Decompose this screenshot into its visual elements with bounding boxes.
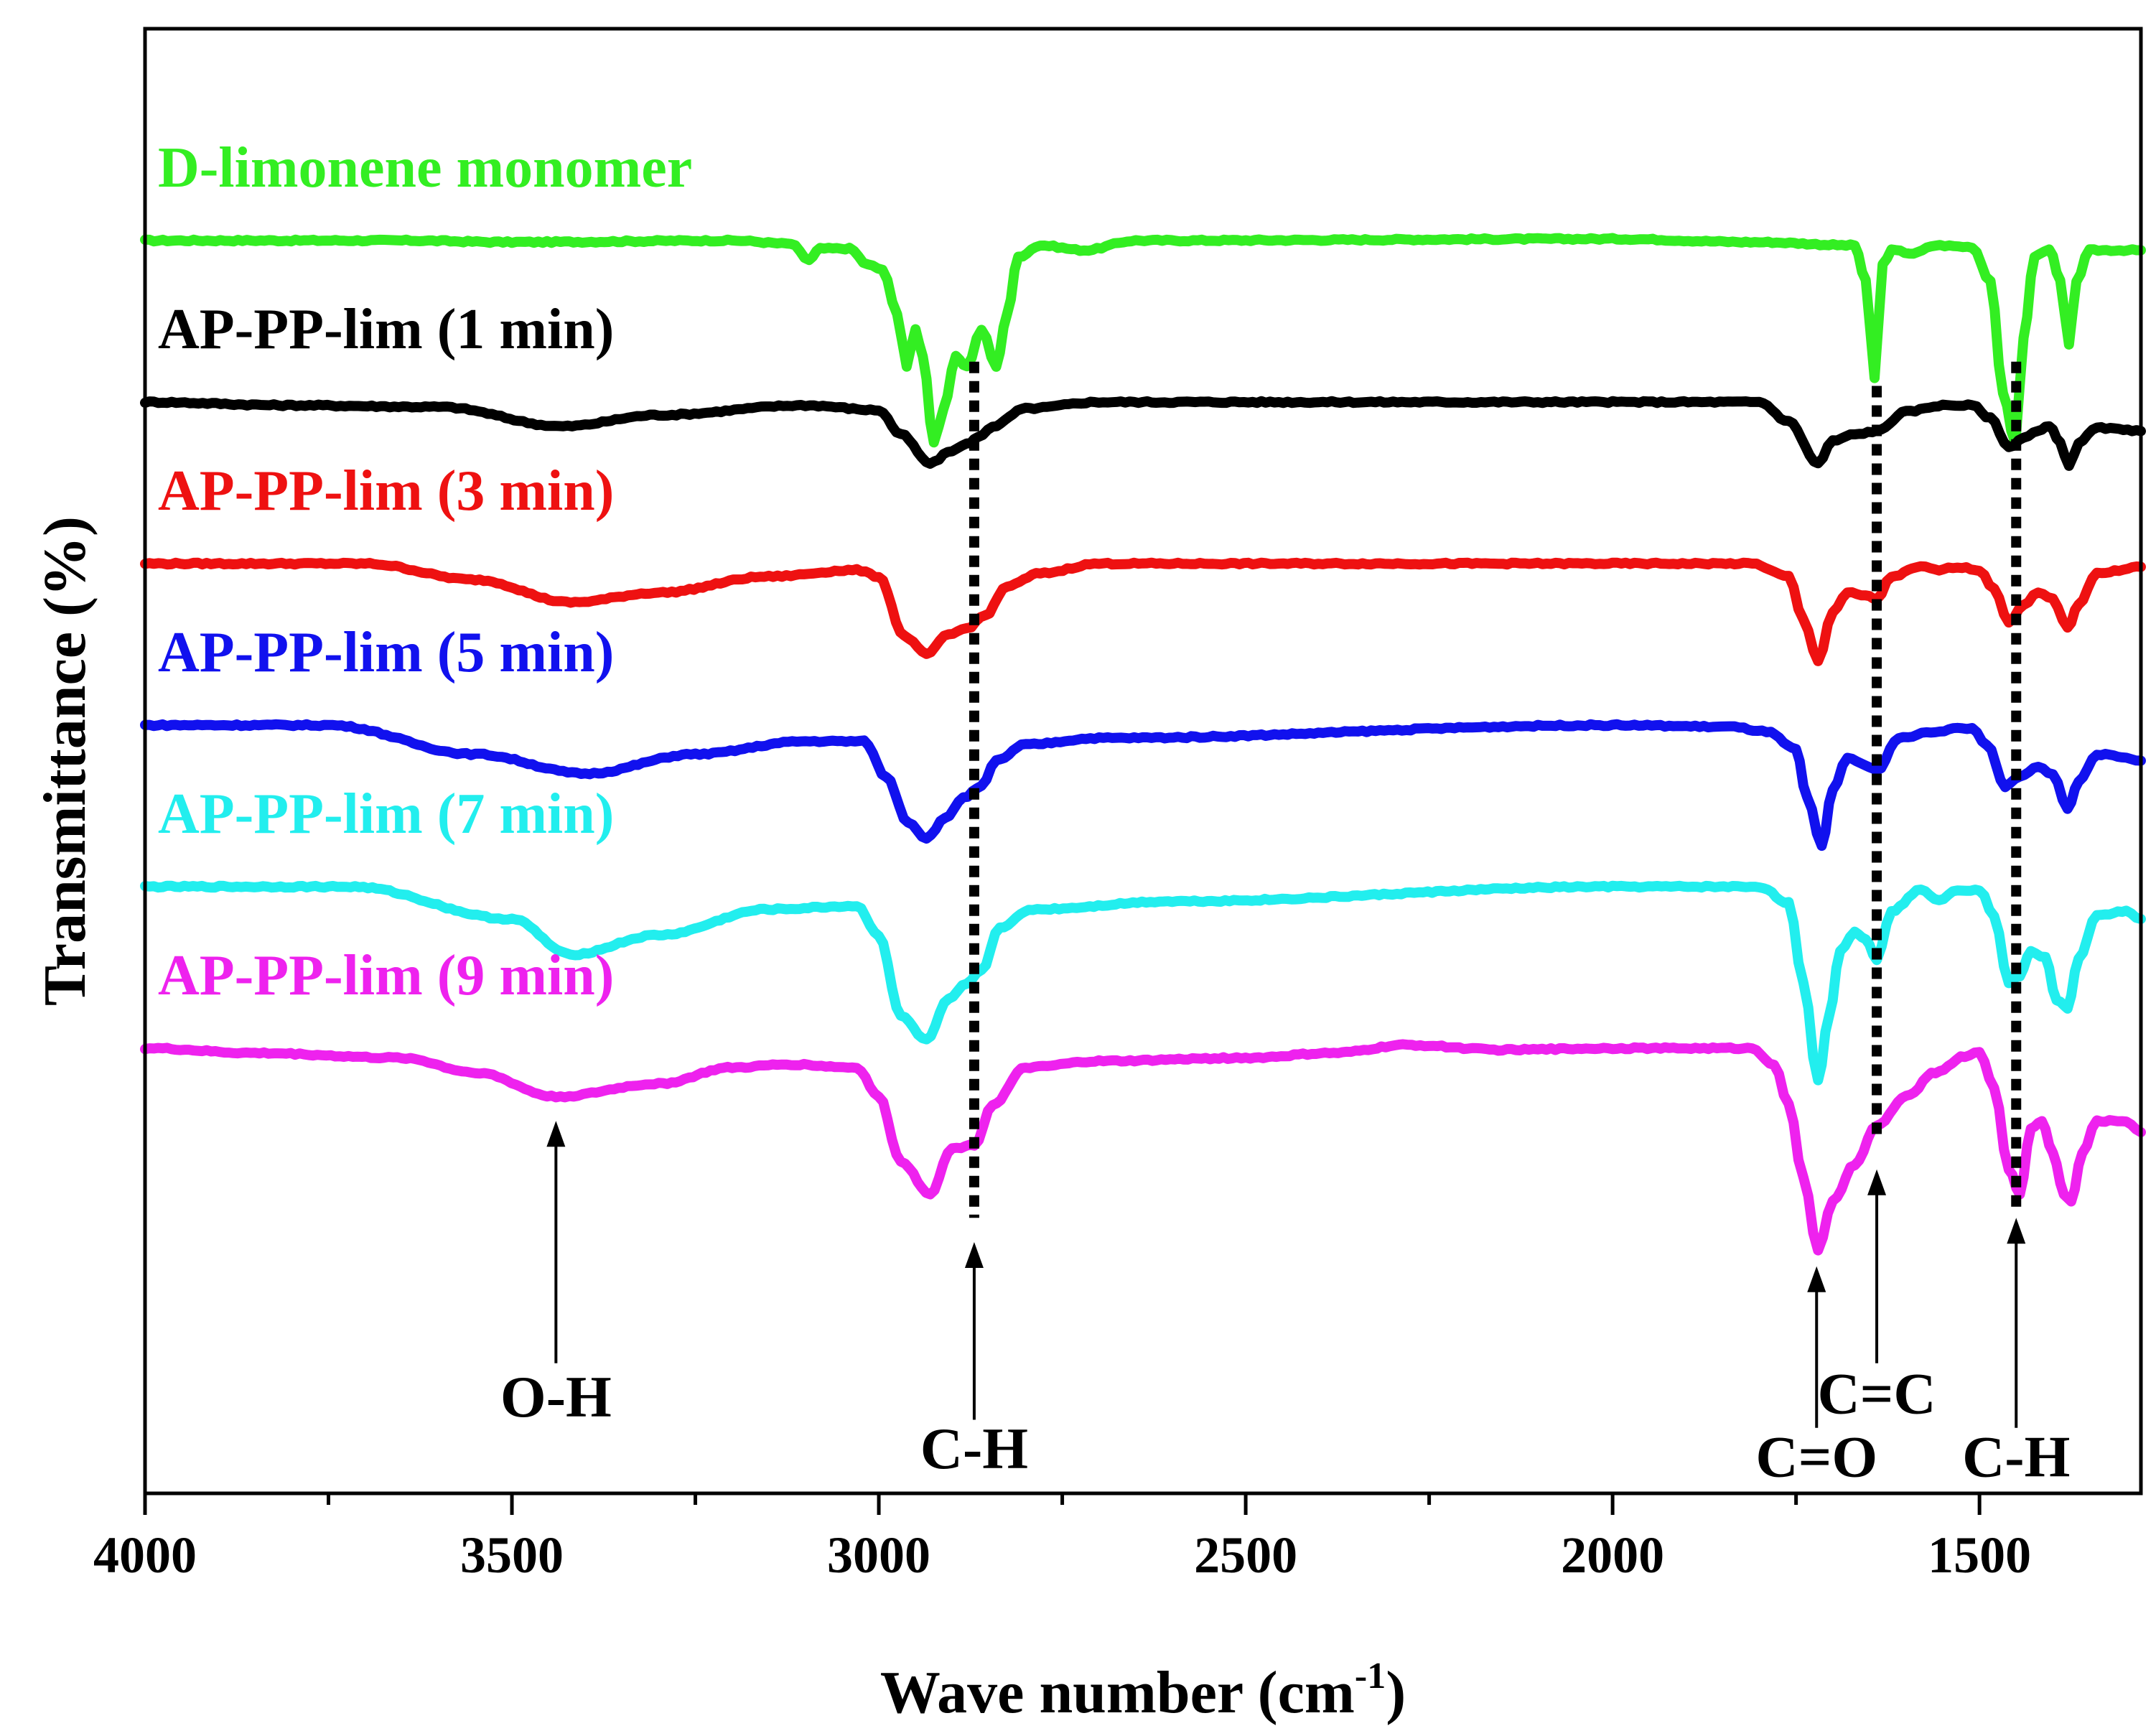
x-tick-label-3000: 3000: [827, 1526, 930, 1584]
annotation-layer: O-H C-H C=OC=C C-H: [500, 1121, 2070, 1489]
series-line-ap-pp-lim-7-min: [140, 880, 2146, 1086]
series-label-ap-pp-lim-3-min: AP-PP-lim (3 min): [158, 459, 614, 523]
x-tick-label-2500: 2500: [1194, 1526, 1297, 1584]
annotation-label-c-c-4: C=C: [1817, 1361, 1936, 1427]
annotation-label-c-o-3: C=O: [1755, 1424, 1877, 1489]
series-label-ap-pp-lim-9-min: AP-PP-lim (9 min): [158, 944, 614, 1007]
x-axis: 4000 3500 3000 2500 2000 1500: [93, 1493, 2031, 1584]
series-line-ap-pp-lim-9-min: [140, 1039, 2146, 1256]
x-axis-title: Wave number (cm-1): [880, 1656, 1406, 1726]
x-axis-title-main: Wave number (cm: [880, 1659, 1355, 1726]
annotation-arrowhead-2: [964, 1242, 984, 1268]
x-axis-title-tail: ): [1386, 1659, 1406, 1726]
x-tick-label-3500: 3500: [460, 1526, 564, 1584]
series-line-ap-pp-lim-1-min: [140, 396, 2146, 471]
x-tick-label-4000: 4000: [93, 1526, 197, 1584]
annotation-arrowhead-5: [2007, 1218, 2026, 1244]
series-line-ap-pp-lim-3-min: [140, 557, 2146, 666]
series-line-ap-pp-lim-5-min: [140, 719, 2146, 851]
x-axis-title-superscript: -1: [1355, 1656, 1386, 1697]
plot-frame: [143, 27, 2143, 1496]
annotation-arrowhead-1: [546, 1121, 566, 1147]
annotation-label-o-h-1: O-H: [500, 1364, 612, 1429]
series-line-d-limonene-monomer: [140, 233, 2146, 449]
annotation-label-c-h-2: C-H: [920, 1416, 1028, 1481]
y-axis-title: Transmittance (%): [32, 516, 98, 1006]
series-label-ap-pp-lim-1-min: AP-PP-lim (1 min): [158, 298, 614, 361]
x-tick-label-2000: 2000: [1561, 1526, 1664, 1584]
annotation-arrowhead-4: [1867, 1169, 1887, 1195]
annotation-arrowhead-3: [1807, 1266, 1826, 1292]
series-layer: [140, 233, 2146, 1256]
series-label-ap-pp-lim-5-min: AP-PP-lim (5 min): [158, 621, 614, 684]
series-label-ap-pp-lim-7-min: AP-PP-lim (7 min): [158, 783, 614, 846]
x-tick-label-1500: 1500: [1928, 1526, 2031, 1584]
series-label-d-limonene-monomer: D-limonene monomer: [158, 136, 692, 200]
annotation-label-c-h-5: C-H: [1962, 1424, 2070, 1489]
guide-layer: [969, 361, 2022, 1218]
legend-labels: D-limonene monomer AP-PP-lim (1 min) AP-PP…: [158, 136, 692, 1007]
